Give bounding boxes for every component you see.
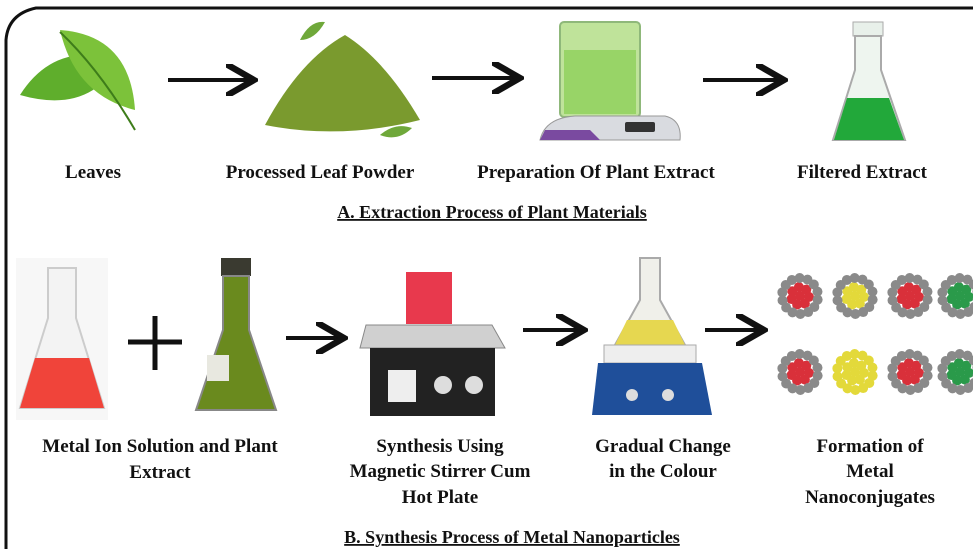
step-label: Hot Plate xyxy=(402,487,479,508)
particle xyxy=(795,309,805,319)
particle xyxy=(859,368,869,378)
particle xyxy=(795,385,805,395)
step-label: Metal xyxy=(846,461,893,482)
process-diagram: Leaves Processed Leaf Powder Preparation… xyxy=(0,0,973,549)
red-flask-image xyxy=(16,258,108,420)
step-label: Processed Leaf Powder xyxy=(226,162,415,183)
step-label: Formation of xyxy=(816,436,924,457)
particle xyxy=(905,385,915,395)
step-label: Nanoconjugates xyxy=(805,487,935,508)
step-label: Gradual Change xyxy=(595,436,731,457)
section-title: A. Extraction Process of Plant Materials xyxy=(337,202,647,222)
particle xyxy=(804,292,814,302)
particle xyxy=(955,385,965,395)
step-label: Magnetic Stirrer Cum xyxy=(350,461,531,482)
particle xyxy=(914,292,924,302)
step-label: Metal Ion Solution and Plant xyxy=(42,436,278,457)
particle xyxy=(859,292,869,302)
step-label: Extract xyxy=(129,462,191,483)
step-label: in the Colour xyxy=(609,461,717,482)
particle xyxy=(905,309,915,319)
step-label: Leaves xyxy=(65,162,121,183)
step-label: Synthesis Using xyxy=(376,436,504,457)
particle xyxy=(914,368,924,378)
particle xyxy=(850,309,860,319)
particle xyxy=(955,309,965,319)
step-label: Preparation Of Plant Extract xyxy=(477,162,715,183)
section-title: B. Synthesis Process of Metal Nanopartic… xyxy=(344,527,680,547)
particle xyxy=(850,385,860,395)
particle xyxy=(804,368,814,378)
step-label: Filtered Extract xyxy=(797,162,928,183)
